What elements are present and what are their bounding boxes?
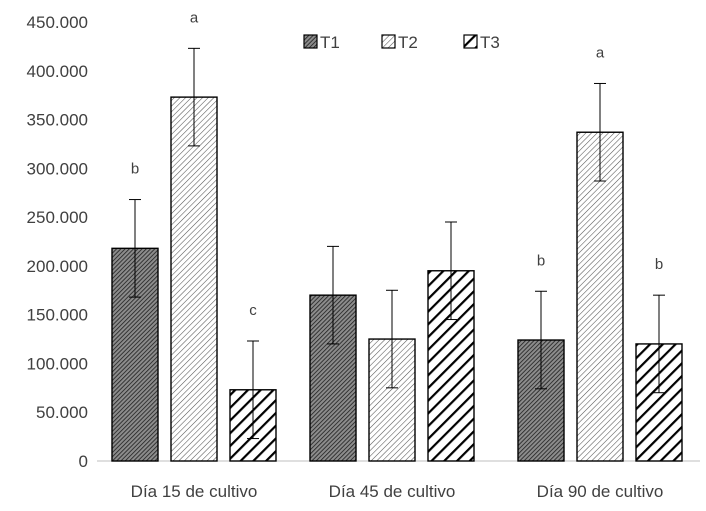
y-tick-label: 0	[79, 452, 88, 471]
y-tick-label: 200.000	[27, 257, 88, 276]
significance-label: b	[537, 252, 545, 269]
y-axis: 0 50.000 100.000 150.000 200.000 250.000 300.0…	[27, 13, 88, 471]
y-tick-label: 50.000	[36, 403, 88, 422]
category-label: Día 45 de cultivo	[329, 482, 456, 501]
significance-labels-group: b b a a c b	[131, 9, 663, 319]
bar-T2-2	[576, 131, 624, 462]
legend-label-T2: T2	[398, 33, 418, 52]
error-bars-group	[129, 47, 665, 440]
y-tick-label: 350.000	[27, 111, 88, 130]
significance-label: b	[131, 161, 139, 178]
bar-T2-0	[170, 96, 218, 462]
y-tick-label: 150.000	[27, 306, 88, 325]
y-tick-label: 100.000	[27, 354, 88, 373]
legend-swatch-T2	[381, 34, 396, 49]
bars-group	[111, 96, 683, 462]
y-tick-label: 450.000	[27, 13, 88, 32]
y-tick-label: 250.000	[27, 208, 88, 227]
significance-label: c	[249, 302, 257, 319]
y-tick-label: 300.000	[27, 159, 88, 178]
legend-swatch-T1	[303, 34, 318, 49]
significance-label: a	[190, 9, 199, 26]
legend: T1 T2 T3	[303, 33, 500, 52]
legend-swatch-T3	[463, 34, 478, 49]
legend-label-T1: T1	[320, 33, 340, 52]
y-tick-label: 400.000	[27, 62, 88, 81]
x-axis: Día 15 de cultivo Día 45 de cultivo Día 90…	[97, 460, 700, 501]
significance-label: a	[596, 44, 605, 61]
category-label: Día 15 de cultivo	[131, 482, 258, 501]
significance-label: b	[655, 256, 663, 273]
legend-label-T3: T3	[480, 33, 500, 52]
category-label: Día 90 de cultivo	[537, 482, 664, 501]
